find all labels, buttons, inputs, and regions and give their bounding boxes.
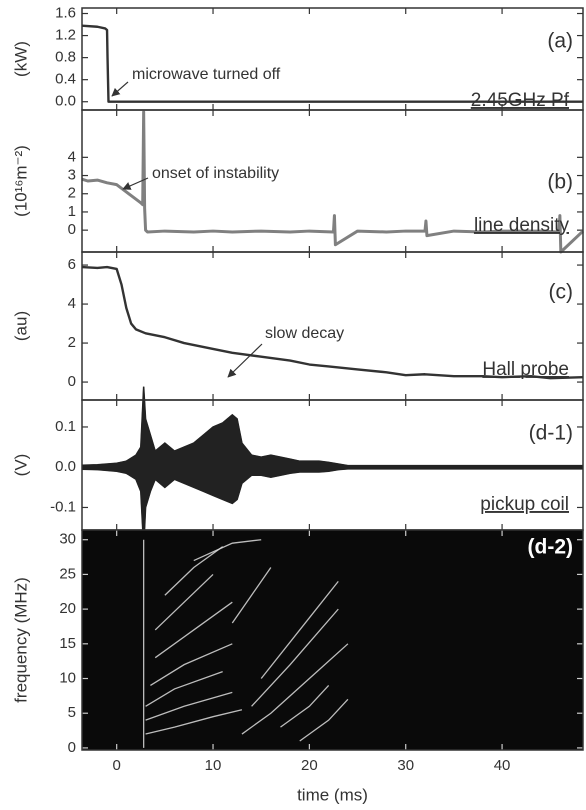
y-axis-label: (au) xyxy=(11,311,30,341)
y-tick-label: 0.4 xyxy=(55,71,76,88)
y-tick-label: 0.1 xyxy=(55,418,76,435)
y-tick-label: 15 xyxy=(59,635,76,652)
y-tick-label: 4 xyxy=(68,295,76,312)
y-axis-label: (kW) xyxy=(11,41,30,77)
y-axis-label: (10¹⁶m⁻²) xyxy=(11,145,30,217)
signal-name: 2.45GHz Pf xyxy=(471,90,570,111)
y-axis-label: frequency (MHz) xyxy=(11,577,30,703)
annotation: microwave turned off xyxy=(132,66,281,83)
panel-label: (d-1) xyxy=(529,422,573,445)
spectral-trace xyxy=(280,685,330,728)
y-tick-label: 6 xyxy=(68,256,76,273)
y-tick-label: 3 xyxy=(68,167,76,184)
signal-name: Hall probe xyxy=(482,359,569,380)
spectral-trace xyxy=(231,567,272,624)
spectral-trace xyxy=(164,546,224,596)
y-tick-label: 0 xyxy=(68,373,76,390)
y-tick-label: 2 xyxy=(68,334,76,351)
y-tick-label: 0 xyxy=(68,221,76,238)
envelope-line xyxy=(81,386,583,467)
x-tick-label: 0 xyxy=(113,757,121,774)
panel-label: (a) xyxy=(547,30,573,53)
signal-name: line density xyxy=(474,215,570,236)
plot-frame xyxy=(81,529,584,751)
spectral-trace xyxy=(154,601,233,659)
annotation: onset of instability xyxy=(152,165,279,182)
signal-line xyxy=(81,24,583,103)
y-tick-label: 2 xyxy=(68,185,76,202)
y-tick-label: 25 xyxy=(59,565,76,582)
y-tick-label: 0 xyxy=(68,739,76,756)
annotation-arrow xyxy=(227,343,263,378)
annotation-arrow xyxy=(122,177,149,190)
x-axis-label: time (ms) xyxy=(297,785,368,804)
y-tick-label: 5 xyxy=(68,704,76,721)
x-tick-label: 40 xyxy=(494,757,511,774)
spectral-trace xyxy=(154,573,214,631)
annotation: slow decay xyxy=(265,325,344,342)
panel-label: (b) xyxy=(547,171,573,194)
y-tick-label: 1.6 xyxy=(55,4,76,21)
plot-background xyxy=(82,530,583,750)
y-tick-label: 30 xyxy=(59,531,76,548)
y-tick-label: 4 xyxy=(68,148,76,165)
spectral-trace xyxy=(150,643,233,687)
envelope-line xyxy=(81,468,583,548)
spectral-trace xyxy=(260,580,339,679)
spectral-trace xyxy=(251,608,339,707)
signal-name: pickup coil xyxy=(480,494,569,515)
x-tick-label: 20 xyxy=(301,757,318,774)
y-tick-label: 1 xyxy=(68,203,76,220)
annotation-arrow xyxy=(111,81,129,97)
spectral-trace xyxy=(145,691,233,721)
spectral-trace xyxy=(145,709,243,735)
y-tick-label: -0.1 xyxy=(50,498,76,515)
spectral-trace xyxy=(299,698,349,742)
signal-line xyxy=(81,265,584,380)
y-tick-label: 20 xyxy=(59,600,76,617)
spectral-trace xyxy=(241,643,349,735)
y-tick-label: 1.2 xyxy=(55,27,76,44)
y-axis-label: (V) xyxy=(11,454,30,477)
envelope-fill xyxy=(81,386,584,548)
signal-line xyxy=(81,110,585,254)
panel-label: (c) xyxy=(549,281,574,304)
y-tick-label: 0.0 xyxy=(55,458,76,475)
x-tick-label: 30 xyxy=(397,757,414,774)
y-tick-label: 10 xyxy=(59,669,76,686)
y-tick-label: 0.8 xyxy=(55,49,76,66)
y-tick-label: 0.0 xyxy=(55,93,76,110)
spectral-trace xyxy=(145,670,223,707)
spectral-trace xyxy=(193,539,262,562)
panel-label: (d-2) xyxy=(528,536,574,559)
x-tick-label: 10 xyxy=(205,757,222,774)
